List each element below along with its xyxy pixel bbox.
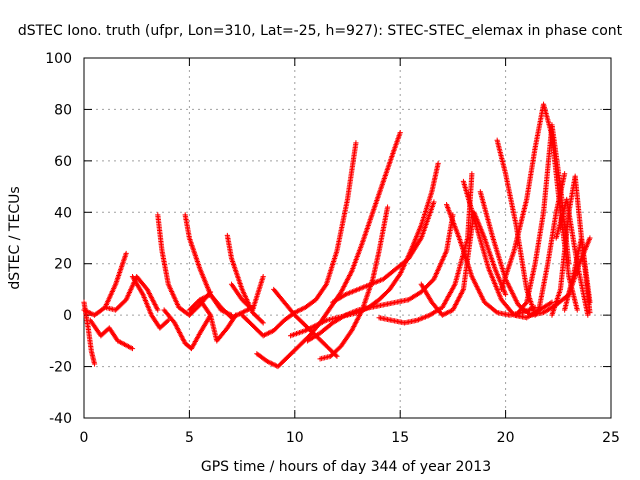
data-series [228, 273, 266, 313]
data-point [585, 312, 591, 318]
data-point [574, 307, 580, 313]
data-point [233, 312, 239, 318]
y-tick-label: 0 [63, 308, 72, 324]
x-tick-label: 25 [602, 430, 620, 446]
data-point [334, 353, 340, 359]
data-series [287, 160, 441, 339]
data-point [123, 250, 129, 257]
data-point [503, 291, 509, 298]
y-tick-label: 20 [54, 257, 72, 273]
data-point [260, 273, 266, 280]
data-point [435, 160, 441, 167]
data-points [81, 101, 593, 370]
y-tick-label: -40 [49, 411, 72, 427]
data-series [317, 204, 391, 362]
data-point [562, 171, 568, 177]
data-series [239, 140, 359, 339]
data-series [443, 201, 538, 318]
data-point [259, 319, 265, 325]
data-series [129, 273, 171, 331]
chart-title: dSTEC Iono. truth (ufpr, Lon=310, Lat=-2… [18, 23, 623, 39]
data-series [81, 250, 129, 318]
data-series [182, 212, 235, 318]
data-series [553, 196, 591, 318]
y-tick-label: -20 [49, 360, 72, 376]
x-tick-labels: 0 5 10 15 20 25 [80, 430, 620, 446]
x-tick-label: 10 [286, 430, 304, 446]
y-tick-label: 100 [45, 51, 72, 67]
y-tick-label: 60 [54, 154, 72, 170]
data-series [87, 317, 136, 352]
data-series [376, 171, 475, 326]
data-point [164, 318, 170, 324]
data-point [155, 307, 161, 313]
y-axis-label: dSTEC / TECUs [7, 186, 23, 289]
data-point [260, 320, 266, 326]
x-tick-label: 20 [497, 430, 515, 446]
data-series [155, 212, 214, 318]
data-series [161, 307, 214, 352]
data-point [431, 199, 437, 205]
data-point [469, 171, 475, 177]
data-point [91, 361, 98, 367]
data-point [549, 299, 555, 305]
data-point [384, 204, 391, 210]
data-point [493, 309, 499, 315]
data-series [304, 212, 456, 344]
data-point [129, 345, 136, 352]
y-tick-labels: -40 -20 0 20 40 60 80 100 [45, 51, 72, 427]
x-tick-label: 5 [185, 430, 194, 446]
y-tick-label: 40 [54, 205, 72, 221]
data-point [566, 261, 572, 267]
x-axis-label: GPS time / hours of day 344 of year 2013 [201, 459, 491, 475]
plot-frame [83, 57, 612, 419]
data-point [397, 129, 403, 136]
data-point [523, 300, 529, 307]
data-series [197, 297, 239, 344]
data-series [330, 199, 437, 305]
x-tick-label: 0 [80, 430, 89, 446]
x-tick-label: 15 [391, 430, 409, 446]
data-series [102, 273, 161, 313]
tick-marks [83, 57, 612, 419]
data-point [353, 140, 359, 146]
data-point [587, 235, 593, 241]
y-tick-label: 80 [54, 102, 72, 118]
